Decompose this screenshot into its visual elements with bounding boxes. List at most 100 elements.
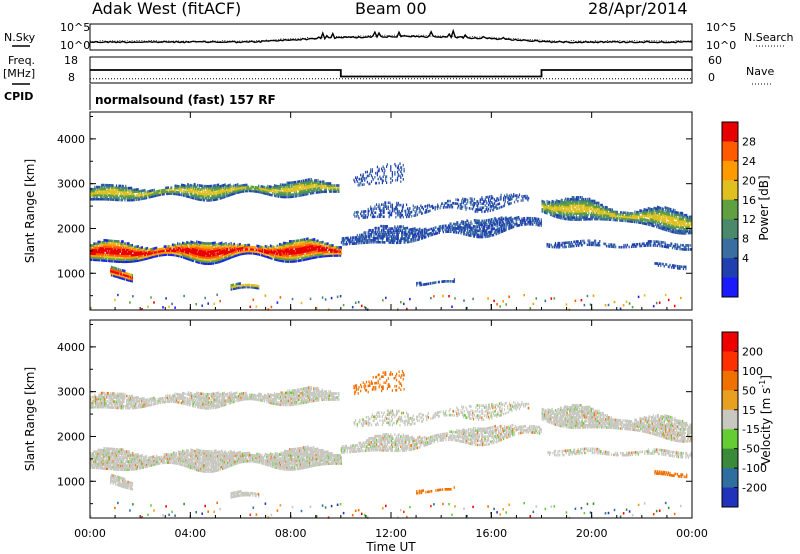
power-cell bbox=[118, 254, 120, 257]
power-cell bbox=[129, 194, 131, 198]
power-cell bbox=[236, 252, 238, 255]
power-cell bbox=[247, 185, 249, 189]
power-cell bbox=[506, 218, 508, 221]
power-cell bbox=[313, 248, 315, 251]
power-cell bbox=[94, 195, 96, 199]
power-cell bbox=[496, 222, 498, 225]
power-cell bbox=[295, 192, 297, 196]
power-cell bbox=[292, 252, 294, 255]
power-cell bbox=[307, 190, 309, 194]
power-cell bbox=[237, 183, 239, 186]
power-cell bbox=[334, 248, 336, 251]
power-cell bbox=[317, 178, 319, 182]
power-cell bbox=[340, 248, 342, 251]
power-cell bbox=[224, 189, 226, 193]
power-cell bbox=[363, 235, 365, 238]
power-cell bbox=[117, 256, 119, 259]
power-cell bbox=[141, 246, 143, 249]
power-cell bbox=[102, 243, 104, 246]
power-cell bbox=[309, 190, 311, 193]
power-cell bbox=[360, 235, 363, 239]
power-cell bbox=[195, 195, 197, 199]
power-cell bbox=[115, 256, 117, 259]
power-cell bbox=[246, 189, 248, 193]
power-cell bbox=[310, 240, 312, 244]
power-cell bbox=[396, 205, 398, 209]
power-cell bbox=[284, 189, 286, 193]
power-cell bbox=[290, 187, 292, 190]
power-cell bbox=[471, 222, 473, 226]
power-cell bbox=[176, 250, 178, 253]
power-cell bbox=[108, 249, 110, 253]
power-cell bbox=[249, 187, 251, 191]
power-cell bbox=[279, 189, 281, 192]
power-cell bbox=[136, 253, 138, 256]
power-cell bbox=[93, 193, 95, 197]
power-cell bbox=[468, 224, 470, 227]
power-cell bbox=[182, 184, 184, 187]
power-cell bbox=[120, 240, 123, 243]
power-cell bbox=[234, 246, 236, 250]
power-cell bbox=[314, 254, 317, 257]
power-cell bbox=[363, 241, 365, 245]
power-cell bbox=[166, 251, 168, 254]
power-cell bbox=[94, 254, 96, 258]
power-cell bbox=[329, 244, 331, 247]
power-cell bbox=[137, 259, 139, 262]
power-cell bbox=[500, 218, 502, 222]
power-cell bbox=[214, 196, 216, 199]
power-cell bbox=[270, 189, 272, 193]
power-cell bbox=[159, 248, 161, 251]
power-cell bbox=[198, 190, 200, 193]
power-cell bbox=[109, 253, 111, 257]
power-cell bbox=[131, 260, 133, 263]
power-cell bbox=[147, 194, 149, 197]
power-cell bbox=[110, 198, 112, 201]
power-cell bbox=[291, 260, 293, 263]
power-cell bbox=[372, 236, 374, 240]
power-cell bbox=[202, 241, 205, 245]
power-cell bbox=[539, 222, 541, 225]
power-cell bbox=[411, 229, 414, 233]
power-cell bbox=[97, 191, 99, 195]
power-cell bbox=[292, 258, 294, 261]
power-cell bbox=[115, 194, 118, 198]
power-cell bbox=[363, 233, 365, 236]
power-cell bbox=[386, 233, 388, 236]
power-cell bbox=[364, 216, 366, 219]
power-cell bbox=[316, 241, 318, 245]
power-cell bbox=[101, 246, 103, 250]
power-cell bbox=[338, 186, 340, 189]
power-cell bbox=[241, 250, 243, 254]
power-cell bbox=[277, 254, 279, 258]
power-cell bbox=[197, 252, 199, 256]
power-cell bbox=[257, 188, 259, 191]
power-cell bbox=[237, 286, 239, 290]
power-cell bbox=[404, 237, 406, 240]
power-cell bbox=[304, 258, 307, 261]
power-cell bbox=[131, 250, 133, 253]
power-cell bbox=[500, 230, 502, 234]
power-cell bbox=[294, 249, 296, 253]
power-cell bbox=[295, 251, 297, 255]
power-cell bbox=[305, 258, 307, 261]
power-cell bbox=[132, 253, 134, 257]
power-cell bbox=[207, 242, 210, 245]
power-cell bbox=[271, 193, 273, 197]
power-cell bbox=[112, 241, 114, 245]
power-cell bbox=[115, 271, 117, 274]
power-cell bbox=[220, 247, 222, 251]
power-cell bbox=[335, 246, 337, 249]
power-cell bbox=[189, 258, 191, 261]
power-cell bbox=[243, 285, 245, 289]
power-cell bbox=[290, 195, 292, 199]
power-cell bbox=[93, 248, 95, 251]
power-cell bbox=[309, 251, 311, 254]
power-cell bbox=[222, 249, 225, 252]
power-cell bbox=[177, 242, 179, 245]
power-cell bbox=[217, 193, 219, 197]
power-cell bbox=[95, 254, 98, 258]
power-cell bbox=[199, 184, 201, 187]
power-cell bbox=[516, 216, 518, 219]
power-cell bbox=[113, 249, 115, 253]
